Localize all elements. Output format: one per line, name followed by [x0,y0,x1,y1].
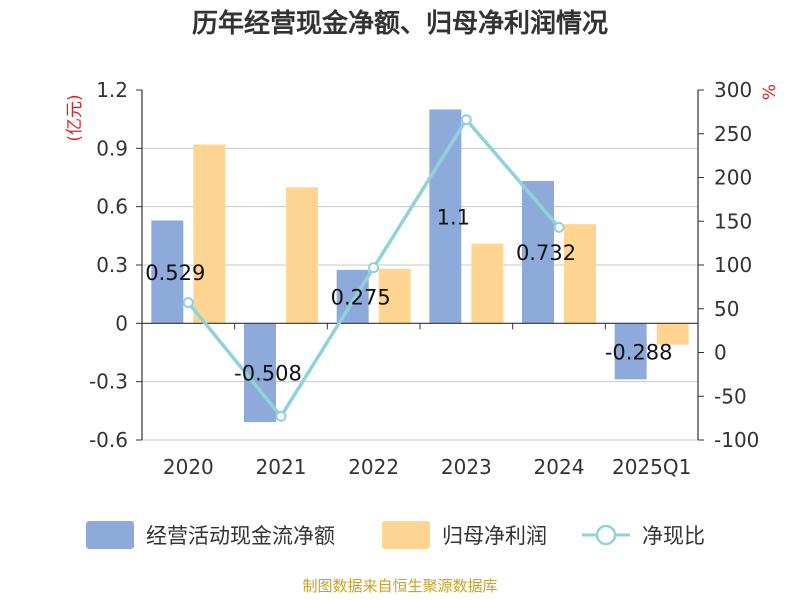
left-tick-label: 1.2 [96,78,128,102]
right-tick-label: 150 [714,209,752,233]
right-tick-label: 200 [714,166,752,190]
ratio-point [275,410,287,422]
legend-label: 经营活动现金流净额 [146,524,335,548]
cashflow-data-label: 1.1 [437,205,470,229]
right-tick-label: 300 [714,78,752,102]
axes [136,89,704,441]
legend-label: 净现比 [642,524,705,548]
net-profit-bar [378,268,411,324]
legend-swatch [86,521,134,549]
ratio-point [182,297,194,309]
x-tick-label: 2024 [534,455,585,479]
ratio-point [460,114,472,126]
legend-label: 归母净利润 [442,524,547,548]
left-tick-label: -0.3 [89,370,128,394]
cashflow-bar [151,220,184,324]
net-profit-bar [471,243,504,324]
right-tick-label: -100 [714,428,759,452]
left-tick-label: 0.9 [96,136,128,160]
x-tick-label: 2021 [256,455,307,479]
left-tick-label: 0.6 [96,195,128,219]
chart-title: 历年经营现金净额、归母净利润情况 [192,8,608,39]
net-profit-bar [564,224,596,324]
source-note: 制图数据来自恒生聚源数据库 [302,577,497,595]
ratio-line [182,114,565,422]
right-tick-label: 50 [714,297,739,321]
legend: 经营活动现金流净额 归母净利润 净现比 [86,521,705,549]
net-profit-bar [193,144,226,324]
right-tick-label: 0 [714,341,727,365]
cashflow-bar [614,323,647,380]
right-axis-unit: % [760,84,780,100]
data-labels: 0.529 -0.508 0.275 1.1 0.732 -0.288 [145,205,672,385]
x-tick-label: 2020 [163,455,214,479]
left-tick-label: 0 [115,311,128,335]
right-tick-label: -50 [714,384,747,408]
left-axis-unit: (亿元) [65,94,85,141]
tick-labels: 1.2 0.9 0.6 0.3 0 -0.3 -0.6 300 250 200 150 100 50 0 -… [89,78,759,479]
x-tick-label: 2023 [441,455,492,479]
net-profit-bar [656,323,689,345]
cashflow-bar [336,269,369,324]
cashflow-data-label: -0.288 [605,340,673,364]
cashflow-data-label: -0.508 [234,362,302,386]
left-tick-label: -0.6 [89,428,128,452]
legend-swatch [382,521,430,549]
bar-marks [151,109,689,423]
cashflow-data-label: 0.275 [331,286,391,310]
gridlines [142,147,698,441]
ratio-point [368,262,380,274]
x-tick-label: 2022 [348,455,399,479]
cashflow-data-label: 0.529 [145,261,205,285]
ratio-point [553,221,565,233]
cashflow-bar [429,109,462,324]
left-tick-label: 0.3 [96,253,128,277]
legend-swatch-marker [595,524,617,546]
net-profit-bar [286,187,318,324]
right-tick-label: 100 [714,253,752,277]
x-tick-label: 2025Q1 [612,455,691,479]
right-tick-label: 250 [714,122,752,146]
cashflow-data-label: 0.732 [516,241,576,265]
